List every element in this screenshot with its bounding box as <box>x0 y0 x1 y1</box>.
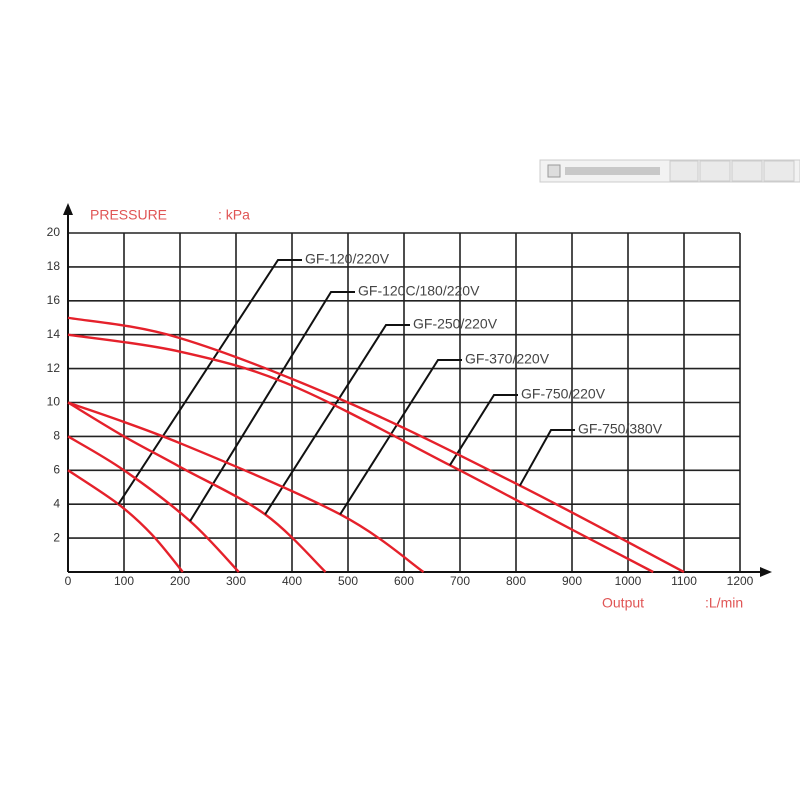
curve <box>67 401 327 573</box>
x-tick-label: 900 <box>562 574 582 588</box>
x-axis-unit: :L/min <box>705 595 743 611</box>
x-axis-arrow <box>760 567 772 577</box>
y-tick-label: 20 <box>47 225 61 239</box>
y-axis-arrow <box>63 203 73 215</box>
x-tick-label: 1200 <box>727 574 754 588</box>
x-tick-label: 1000 <box>615 574 642 588</box>
series-label: GF-750/380V <box>578 421 663 437</box>
leader-line <box>449 394 518 466</box>
x-axis-label: Output <box>602 595 644 611</box>
y-tick-label: 4 <box>53 496 60 510</box>
x-tick-label: 200 <box>170 574 190 588</box>
x-tick-label: 100 <box>114 574 134 588</box>
y-tick-label: 18 <box>47 259 61 273</box>
x-tick-label: 500 <box>338 574 358 588</box>
curve <box>67 316 685 574</box>
y-tick-label: 2 <box>53 530 60 544</box>
y-tick-label: 14 <box>47 327 61 341</box>
curve <box>67 401 425 573</box>
x-tick-label: 800 <box>506 574 526 588</box>
curve <box>67 435 240 573</box>
y-tick-label: 16 <box>47 293 61 307</box>
series-label: GF-370/220V <box>465 351 550 367</box>
x-tick-label: 300 <box>226 574 246 588</box>
x-tick-label: 0 <box>65 574 72 588</box>
y-axis-label: PRESSURE <box>90 207 167 223</box>
curve <box>67 469 184 573</box>
leader-line <box>519 429 575 487</box>
curve <box>67 333 654 574</box>
series-label: GF-120/220V <box>305 251 390 267</box>
leader-line <box>264 324 410 515</box>
x-tick-label: 700 <box>450 574 470 588</box>
y-tick-label: 8 <box>53 429 60 443</box>
y-axis-unit: : kPa <box>218 207 250 223</box>
leader-line <box>117 259 302 505</box>
x-tick-label: 400 <box>282 574 302 588</box>
y-tick-label: 6 <box>53 462 60 476</box>
leader-line <box>189 291 355 522</box>
y-tick-label: 10 <box>47 395 61 409</box>
toolbar <box>539 159 800 183</box>
series-label: GF-750/220V <box>521 386 606 402</box>
leader-line <box>339 359 462 515</box>
series-label: GF-120C/180/220V <box>358 283 480 299</box>
series-label: GF-250/220V <box>413 316 498 332</box>
x-tick-label: 600 <box>394 574 414 588</box>
y-tick-label: 12 <box>47 361 61 375</box>
x-tick-label: 1100 <box>671 574 697 588</box>
